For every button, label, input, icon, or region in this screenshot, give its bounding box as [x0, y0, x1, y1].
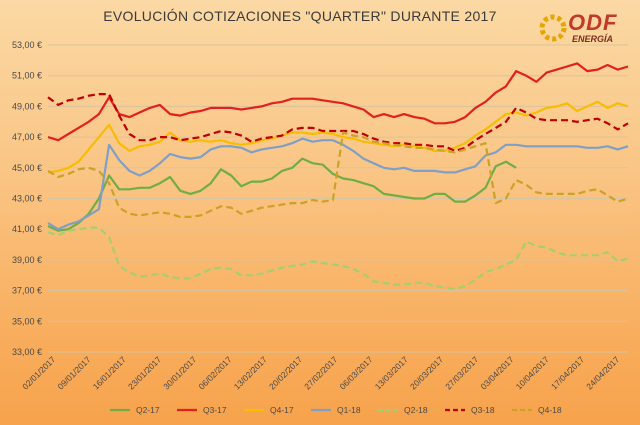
y-tick-label: 39,00 € — [12, 255, 42, 265]
legend-label: Q4-18 — [538, 405, 562, 415]
x-tick-label: 16/01/2017 — [91, 354, 128, 391]
y-tick-label: 37,00 € — [12, 286, 42, 296]
x-tick-label: 09/01/2017 — [56, 354, 93, 391]
x-tick-label: 13/02/2017 — [232, 354, 269, 391]
sun-icon — [539, 14, 567, 42]
legend-label: Q2-17 — [136, 405, 160, 415]
legend-label: Q2-18 — [404, 405, 428, 415]
y-tick-label: 51,00 € — [12, 71, 42, 81]
y-tick-label: 45,00 € — [12, 163, 42, 173]
x-tick-label: 23/01/2017 — [126, 354, 163, 391]
y-tick-label: 35,00 € — [12, 316, 42, 326]
x-tick-label: 03/04/2017 — [479, 354, 516, 391]
series-line-q3-17 — [47, 62, 629, 142]
x-tick-label: 02/01/2017 — [20, 354, 57, 391]
series-line-q2-17 — [47, 157, 517, 232]
logo-subtitle: ENERGÍA — [572, 34, 614, 44]
legend-label: Q4-17 — [270, 405, 294, 415]
y-tick-label: 49,00 € — [12, 101, 42, 111]
y-tick-label: 53,00 € — [12, 40, 42, 50]
company-logo: ODF ENERGÍA — [538, 10, 628, 48]
series-line-q4-17 — [47, 100, 629, 174]
x-tick-label: 17/04/2017 — [549, 354, 586, 391]
x-tick-label: 27/02/2017 — [302, 354, 339, 391]
x-tick-label: 27/03/2017 — [443, 354, 480, 391]
y-tick-label: 41,00 € — [12, 224, 42, 234]
legend-label: Q3-17 — [203, 405, 227, 415]
chart-title: EVOLUCIÓN COTIZACIONES "QUARTER" DURANTE… — [103, 8, 497, 24]
x-tick-label: 06/02/2017 — [197, 354, 234, 391]
logo-name: ODF — [568, 10, 618, 35]
x-tick-label: 06/03/2017 — [338, 354, 375, 391]
series-line-q3-18 — [47, 93, 629, 152]
series-line-q1-18 — [47, 137, 629, 231]
legend-label: Q3-18 — [471, 405, 495, 415]
x-tick-label: 20/02/2017 — [267, 354, 304, 391]
x-tick-label: 10/04/2017 — [514, 354, 551, 391]
series-line-q4-18 — [47, 131, 629, 218]
x-tick-label: 30/01/2017 — [161, 354, 198, 391]
series-line-q2-18 — [47, 226, 629, 291]
x-tick-label: 24/04/2017 — [584, 354, 621, 391]
x-tick-label: 20/03/2017 — [408, 354, 445, 391]
y-tick-label: 33,00 € — [12, 347, 42, 357]
y-tick-label: 47,00 € — [12, 132, 42, 142]
y-tick-label: 43,00 € — [12, 194, 42, 204]
x-tick-label: 13/03/2017 — [373, 354, 410, 391]
legend-label: Q1-18 — [337, 405, 361, 415]
